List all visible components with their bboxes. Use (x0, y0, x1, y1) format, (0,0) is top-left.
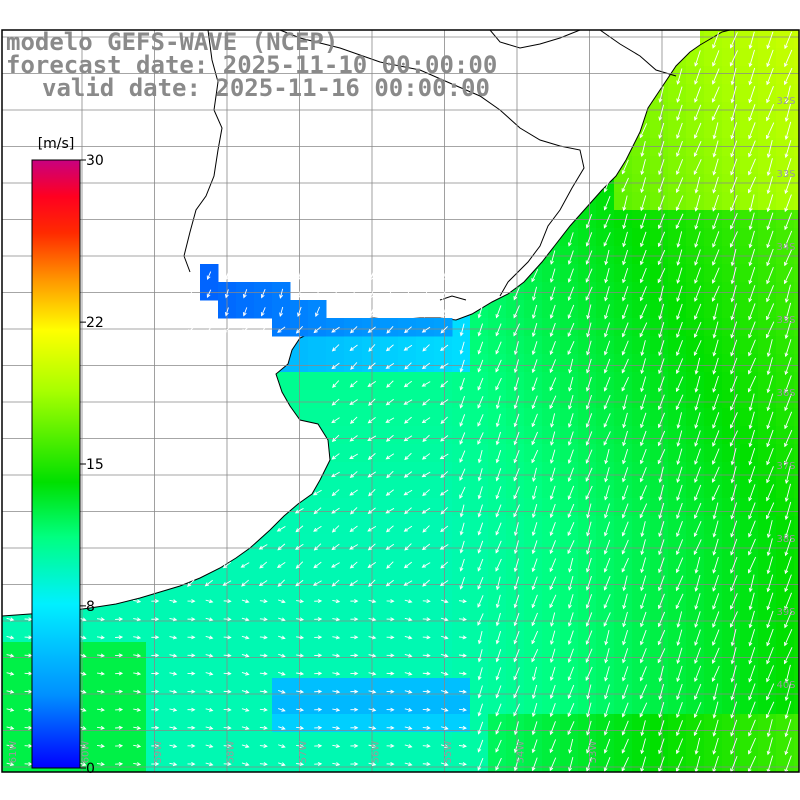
latitude-label: 39S (776, 607, 795, 618)
latitude-label: 35S (776, 315, 795, 326)
graticule (2, 30, 799, 772)
colorbar-tick-label: 15 (86, 457, 104, 473)
colorbar: [m/s] 30 22 15 8 0 (31, 136, 104, 777)
colorbar-gradient (31, 159, 81, 769)
longitude-label: 58W (226, 741, 237, 764)
latitude-label: 36S (776, 388, 795, 399)
colorbar-tick-label: 8 (86, 599, 95, 615)
colorbar-tick-label: 30 (86, 153, 104, 169)
longitude-label: 60W (81, 741, 92, 764)
colorbar-tick-label: 0 (86, 761, 95, 777)
longitude-label: 61W (8, 741, 19, 764)
latitude-label: 32S (776, 96, 795, 107)
title-forecast-date: forecast date: 2025-11-10 00:00:00 (6, 51, 497, 79)
latitude-labels: 32S 33S 34S 35S 36S 37S 38S 39S 40S (776, 96, 795, 691)
wind-arrows (6, 31, 793, 772)
longitude-labels: 61W 60W 59W 58W 57W 56W 55W 54W 53W (8, 741, 599, 764)
title-valid-date: valid date: 2025-11-16 00:00:00 (42, 74, 490, 102)
longitude-label: 55W (443, 741, 454, 764)
longitude-label: 57W (298, 741, 309, 764)
longitude-label: 59W (153, 741, 164, 764)
latitude-label: 34S (776, 242, 795, 253)
longitude-label: 56W (371, 741, 382, 764)
colorbar-tick-label: 22 (86, 315, 104, 331)
map-frame (1, 29, 800, 773)
latitude-label: 38S (776, 534, 795, 545)
colorbar-ticks: 30 22 15 8 0 (80, 153, 104, 777)
title-model: modelo GEFS-WAVE (NCEP) (6, 28, 338, 56)
latitude-label: 33S (776, 169, 795, 180)
longitude-label: 54W (516, 741, 527, 764)
political-borders (183, 30, 677, 301)
colorbar-unit: [m/s] (38, 136, 75, 152)
latitude-label: 37S (776, 461, 795, 472)
longitude-label: 53W (588, 741, 599, 764)
latitude-label: 40S (776, 680, 795, 691)
